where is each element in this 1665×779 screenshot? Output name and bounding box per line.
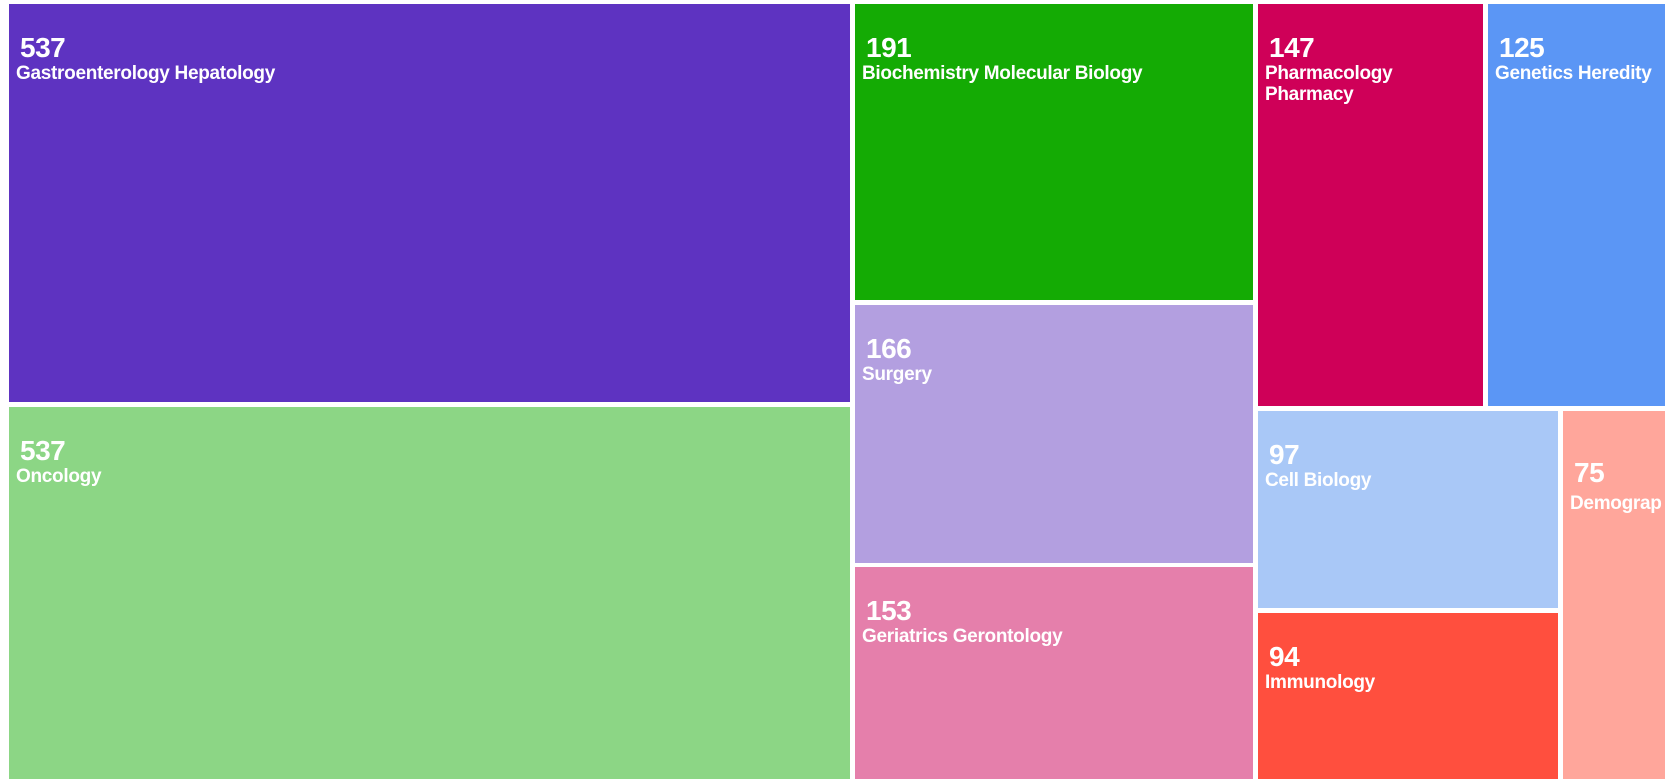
treemap-tile-genetics-heredity[interactable]: 125 Genetics Heredity (1488, 4, 1665, 406)
treemap-tile-biochemistry-molecular-biology[interactable]: 191 Biochemistry Molecular Biology (855, 4, 1253, 300)
tile-label: Biochemistry Molecular Biology (862, 63, 1143, 84)
tile-value: 147 (1269, 32, 1315, 63)
tile-label: Pharmacology Pharmacy (1265, 63, 1393, 105)
tile-label: Cell Biology (1265, 470, 1372, 491)
tile-label: Oncology (16, 466, 102, 487)
tile-value: 94 (1269, 641, 1300, 672)
tile-value: 191 (866, 32, 912, 63)
tile-label: Immunology (1265, 672, 1375, 693)
tile-value: 75 (1574, 457, 1605, 488)
tile-label: Genetics Heredity (1495, 63, 1652, 84)
tile-value: 97 (1269, 439, 1300, 470)
treemap-tile-surgery[interactable]: 166 Surgery (855, 305, 1253, 563)
tile-value: 153 (866, 595, 912, 626)
tile-value: 537 (20, 32, 66, 63)
treemap-tile-immunology[interactable]: 94 Immunology (1258, 613, 1558, 779)
tile-value: 166 (866, 333, 912, 364)
tile-label: Surgery (862, 364, 932, 385)
tile-label: Demograp (1570, 493, 1662, 514)
tile-value: 125 (1499, 32, 1545, 63)
treemap-tile-gastroenterology-hepatology[interactable]: 537 Gastroenterology Hepatology (9, 4, 850, 402)
tile-value: 537 (20, 435, 66, 466)
treemap-tile-geriatrics-gerontology[interactable]: 153 Geriatrics Gerontology (855, 567, 1253, 779)
treemap-tile-cell-biology[interactable]: 97 Cell Biology (1258, 411, 1558, 608)
tile-label: Gastroenterology Hepatology (16, 63, 275, 84)
treemap-tile-pharmacology-pharmacy[interactable]: 147 Pharmacology Pharmacy (1258, 4, 1483, 406)
tile-label: Geriatrics Gerontology (862, 626, 1063, 647)
treemap-tile-oncology[interactable]: 537 Oncology (9, 407, 850, 779)
treemap-tile-demograp[interactable]: 75 Demograp (1563, 411, 1665, 779)
